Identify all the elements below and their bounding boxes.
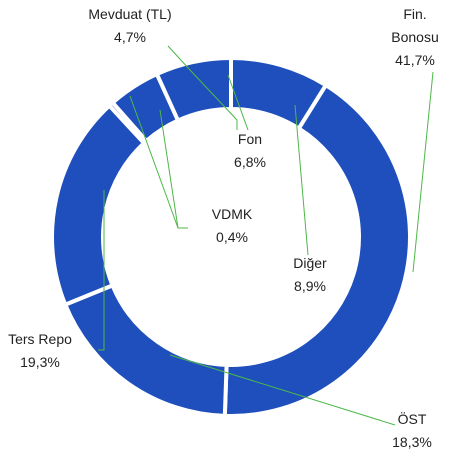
leader-lines: [98, 45, 434, 426]
category-label: Ters Repo: [8, 331, 72, 347]
leader-line: [98, 190, 105, 351]
slice-label: Fon 6,8%: [234, 128, 266, 174]
category-label: Mevduat (TL): [88, 6, 172, 22]
slice-label: Ters Repo 19,3%: [8, 328, 72, 374]
leader-line: [129, 95, 179, 229]
slice-label: Fin. Bonosu 41,7%: [385, 3, 445, 72]
leader-line: [227, 74, 249, 131]
category-label: Diğer: [293, 255, 327, 271]
leader-line: [412, 71, 434, 273]
value-label: 6,8%: [234, 154, 266, 170]
value-label: 19,3%: [20, 354, 60, 370]
value-label: 8,9%: [294, 278, 326, 294]
donut-slice: [222, 82, 412, 418]
leader-line: [294, 104, 309, 256]
category-label: VDMK: [211, 206, 253, 222]
category-label: Fin. Bonosu: [391, 6, 439, 45]
value-label: 18,3%: [392, 434, 432, 450]
value-label: 41,7%: [395, 52, 435, 68]
slice-label: ÖST 18,3%: [392, 408, 432, 454]
leader-line: [167, 45, 238, 130]
slices: [50, 55, 412, 418]
value-label: 4,7%: [114, 29, 146, 45]
slice-label: Mevduat (TL) 4,7%: [88, 3, 171, 49]
slice-label: Diğer 8,9%: [293, 252, 326, 298]
donut-slice: [62, 282, 229, 418]
leader-line: [169, 354, 396, 426]
value-label: 0,4%: [216, 229, 248, 245]
category-label: ÖST: [397, 411, 427, 427]
donut-slice: [50, 102, 147, 308]
category-label: Fon: [237, 131, 263, 147]
slice-label: VDMK 0,4%: [212, 203, 252, 249]
